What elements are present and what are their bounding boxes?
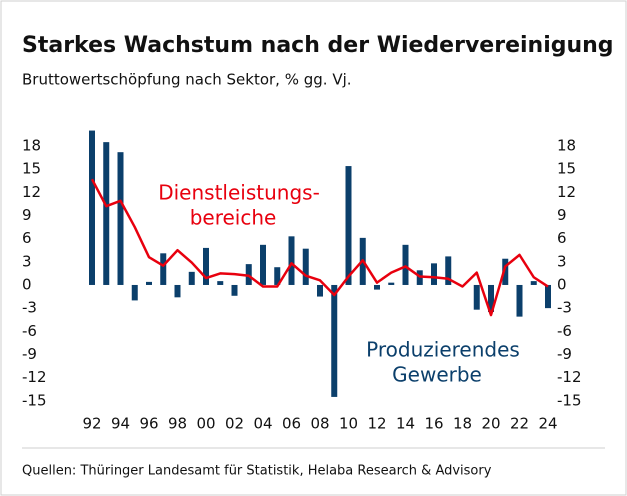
bar — [345, 166, 352, 285]
y2-tick-label: -6 — [557, 322, 572, 340]
y-tick-label: 6 — [22, 229, 32, 247]
y-tick-label: -12 — [22, 368, 47, 386]
y2-tick-label: 12 — [557, 183, 576, 201]
bar — [188, 271, 195, 285]
bar — [146, 281, 152, 285]
y-tick-label: 12 — [22, 183, 41, 201]
y2-tick-label: -9 — [557, 345, 572, 363]
y2-tick-label: 9 — [557, 206, 567, 224]
x-tick-label: 22 — [510, 415, 529, 433]
bar — [402, 244, 409, 285]
x-tick-label: 10 — [339, 415, 358, 433]
bar — [388, 282, 395, 285]
bar — [502, 258, 509, 285]
bar — [103, 142, 110, 285]
y2-tick-label: -3 — [557, 299, 572, 317]
x-tick-label: 96 — [139, 415, 158, 433]
y2-tick-label: 0 — [557, 275, 567, 293]
x-tick-label: 94 — [111, 415, 130, 433]
bar — [160, 253, 167, 285]
bar — [374, 284, 380, 290]
x-tick-label: 14 — [396, 415, 415, 433]
bar — [317, 284, 323, 297]
x-tick-label: 04 — [253, 415, 272, 433]
y2-tick-label: -15 — [557, 391, 582, 409]
y-tick-label: 0 — [22, 275, 32, 293]
bar — [131, 284, 138, 301]
chart-subtitle: Bruttowertschöpfung nach Sektor, % gg. V… — [22, 71, 352, 89]
bar — [431, 263, 437, 285]
bar — [516, 284, 523, 317]
x-tick-label: 16 — [424, 415, 443, 433]
line — [90, 178, 549, 317]
annotation: Dienstleistungs- — [158, 181, 320, 205]
bar — [89, 130, 95, 285]
y2-tick-label: 18 — [557, 137, 576, 155]
x-tick-label: 24 — [538, 415, 557, 433]
x-tick-label: 00 — [196, 415, 215, 433]
bar — [217, 281, 224, 285]
bar — [260, 244, 266, 285]
bar — [331, 284, 338, 397]
x-tick-label: 12 — [367, 415, 386, 433]
y-tick-label: 9 — [22, 206, 32, 224]
y-tick-label: -6 — [22, 322, 37, 340]
y-tick-label: 15 — [22, 160, 41, 178]
y2-tick-label: 15 — [557, 160, 576, 178]
bar — [274, 267, 281, 285]
bar — [174, 284, 181, 298]
bar — [488, 284, 494, 312]
x-tick-label: 98 — [168, 415, 187, 433]
annotation: Gewerbe — [392, 363, 482, 387]
y-tick-label: -3 — [22, 299, 37, 317]
y-tick-label: 3 — [22, 252, 32, 270]
y2-tick-label: 3 — [557, 252, 567, 270]
bar — [203, 247, 209, 285]
bar — [302, 248, 309, 285]
y2-tick-label: -12 — [557, 368, 582, 386]
bar — [473, 284, 480, 310]
bar — [445, 256, 452, 285]
bar — [231, 284, 238, 296]
bar — [288, 236, 295, 285]
x-tick-label: 02 — [225, 415, 244, 433]
x-tick-label: 18 — [453, 415, 472, 433]
annotation: bereiche — [190, 206, 277, 230]
x-tick-label: 08 — [310, 415, 329, 433]
y-tick-label: -15 — [22, 391, 47, 409]
x-tick-label: 20 — [481, 415, 500, 433]
annotation: Produzierendes — [366, 338, 520, 362]
x-tick-label: 06 — [282, 415, 301, 433]
y2-tick-label: 6 — [557, 229, 567, 247]
x-tick-label: 92 — [82, 415, 101, 433]
bar — [530, 281, 537, 285]
y-tick-label: -9 — [22, 345, 37, 363]
source: Quellen: Thüringer Landesamt für Statist… — [22, 464, 492, 479]
chart-title: Starkes Wachstum nach der Wiedervereinig… — [22, 33, 614, 58]
y-tick-label: 18 — [22, 137, 41, 155]
bar — [117, 152, 124, 285]
bar — [545, 284, 551, 309]
